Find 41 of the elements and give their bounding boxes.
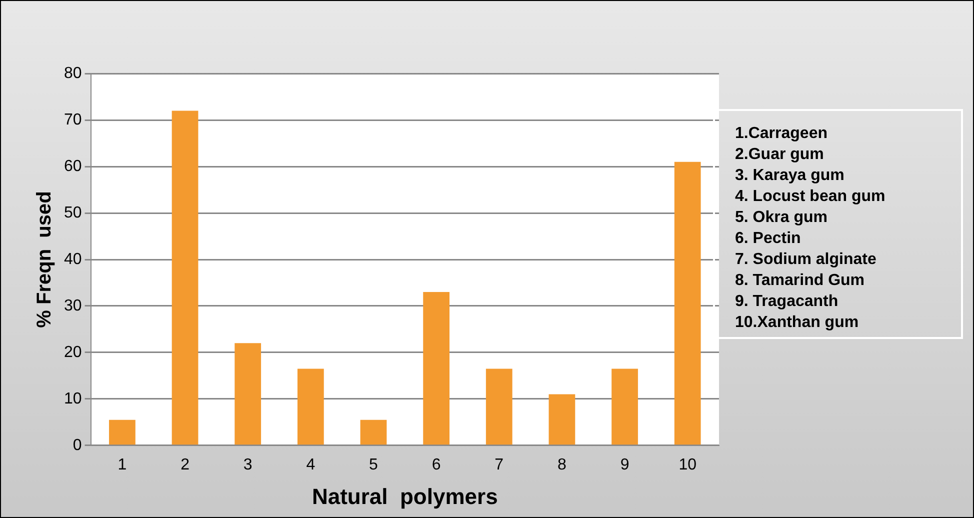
text: 8. Tamarind Gum xyxy=(735,271,866,291)
text: 6. Pectin xyxy=(735,229,802,249)
bar xyxy=(360,420,387,445)
y-tick-label: 50 xyxy=(64,204,82,222)
x-tick-label: 8 xyxy=(557,456,566,474)
bar xyxy=(548,394,576,445)
bar xyxy=(234,343,262,445)
x-tick-label: 2 xyxy=(180,456,190,474)
bar xyxy=(612,368,638,445)
text: 7. Sodium alginate xyxy=(735,250,878,270)
text: 9. Tragacanth xyxy=(735,292,840,312)
bar xyxy=(423,292,450,445)
text: 3. Karaya gum xyxy=(735,166,846,186)
x-tick-label: 1 xyxy=(118,456,127,474)
x-tick-label: 10 xyxy=(678,456,697,474)
bar xyxy=(486,368,512,445)
y-tick-label: 10 xyxy=(64,390,82,408)
y-tick-label: 80 xyxy=(64,65,82,82)
y-tick-label: 70 xyxy=(64,111,82,128)
x-tick-label: 6 xyxy=(432,456,441,474)
y-axis-title: % Freqn used xyxy=(34,191,56,328)
x-tick-label: 9 xyxy=(620,456,630,474)
bar xyxy=(109,420,136,445)
y-tick-label: 60 xyxy=(64,158,82,175)
text: 1.Carrageen xyxy=(735,124,828,144)
bar xyxy=(674,162,701,445)
text: 2.Guar gum xyxy=(735,145,825,165)
x-axis-title: Natural polymers xyxy=(312,484,498,509)
x-tick-label: 3 xyxy=(243,456,252,474)
text: 5. Okra gum xyxy=(735,208,828,228)
text: 10.Xanthan gum xyxy=(735,313,860,333)
bar xyxy=(297,368,324,445)
text: 4. Locust bean gum xyxy=(735,187,886,207)
bar xyxy=(172,110,198,445)
y-tick-label: 0 xyxy=(72,436,82,454)
y-tick-label: 20 xyxy=(64,344,82,361)
x-tick-label: 5 xyxy=(369,456,378,474)
x-tick-label: 7 xyxy=(494,456,504,474)
y-tick-label: 30 xyxy=(64,297,82,314)
y-tick-label: 40 xyxy=(64,250,82,268)
x-tick-label: 4 xyxy=(306,456,316,474)
